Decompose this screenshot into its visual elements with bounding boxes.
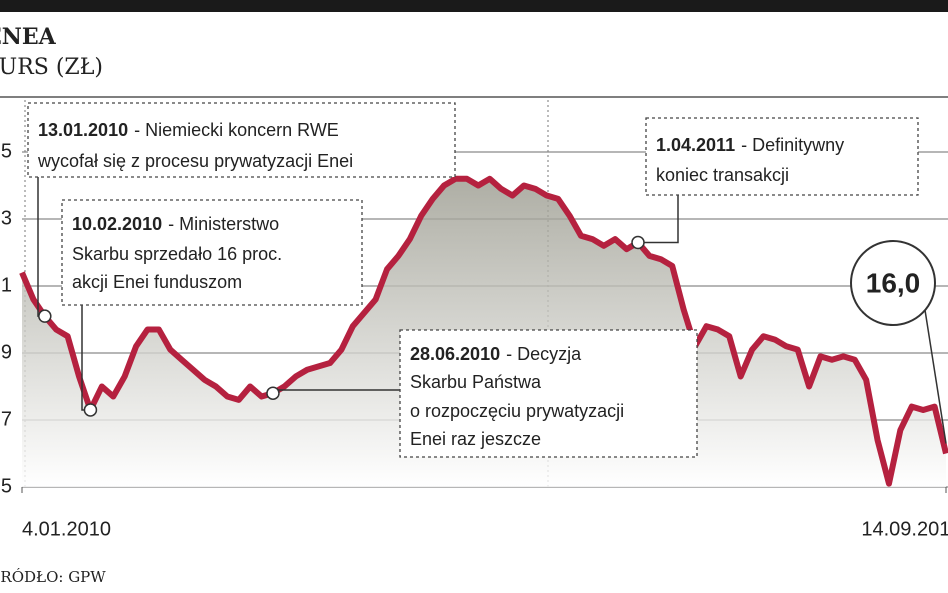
y-tick-label: 25 <box>0 140 12 162</box>
callout-text: 13.01.2010 - Niemiecki koncern RWE <box>38 120 339 140</box>
x-tick-label: 14.09.2011 <box>861 518 948 540</box>
callout-date: 28.06.2010 <box>410 344 500 364</box>
callout-text: o rozpoczęciu prywatyzacji <box>410 401 624 421</box>
y-tick-label: 19 <box>0 341 12 363</box>
top-bar <box>0 0 948 12</box>
source: ŹRÓDŁO: GPW <box>0 568 106 586</box>
callout-text: wycofał się z procesu prywatyzacji Enei <box>37 151 353 171</box>
callout-text: akcji Enei funduszom <box>72 272 242 292</box>
annotations: 13.01.2010 - Niemiecki koncern RWE wycofał… <box>27 102 947 458</box>
callout-line: - Decyzja <box>506 344 582 364</box>
price-line <box>19 175 948 487</box>
marker <box>38 309 52 323</box>
marker <box>266 386 280 400</box>
callout-box <box>61 199 363 306</box>
chart-subtitle: KURS (ZŁ) <box>0 55 103 80</box>
callout-text: Skarbu Państwa <box>410 372 542 392</box>
callout-line: - Ministerstwo <box>168 214 279 234</box>
chart-title: ENEA <box>0 24 57 50</box>
callout-box <box>399 329 698 458</box>
callout-date: 1.04.2011 <box>656 135 735 155</box>
callout-text: 28.06.2010 - Decyzja <box>410 344 582 364</box>
callout-line: - Niemiecki koncern RWE <box>134 120 339 140</box>
marker <box>83 403 98 417</box>
callout-text: 1.04.2011 - Definitywny <box>656 135 844 155</box>
end-label: 16,0 <box>866 267 921 298</box>
end-bubble <box>850 240 936 326</box>
y-tick-label: 23 <box>0 207 12 229</box>
y-tick-label: 15 <box>0 475 12 497</box>
marker <box>631 235 645 250</box>
leader <box>37 177 45 317</box>
leader <box>638 195 679 244</box>
end-leader <box>924 309 947 444</box>
callout-text: Enei raz jeszcze <box>410 429 541 449</box>
callout-date: 10.02.2010 <box>72 214 162 234</box>
callout-date: 13.01.2010 <box>38 120 128 140</box>
callout-text: 10.02.2010 - Ministerstwo <box>72 214 279 234</box>
callout-text: koniec transakcji <box>656 165 789 185</box>
callout-text: Skarbu sprzedało 16 proc. <box>72 244 282 264</box>
x-tick-label: 4.01.2010 <box>22 518 111 540</box>
callout-box <box>645 117 919 196</box>
y-tick-label: 21 <box>0 274 12 296</box>
y-tick-label: 17 <box>0 408 12 430</box>
callout-box <box>27 102 456 178</box>
callout-line: - Definitywny <box>741 135 844 155</box>
